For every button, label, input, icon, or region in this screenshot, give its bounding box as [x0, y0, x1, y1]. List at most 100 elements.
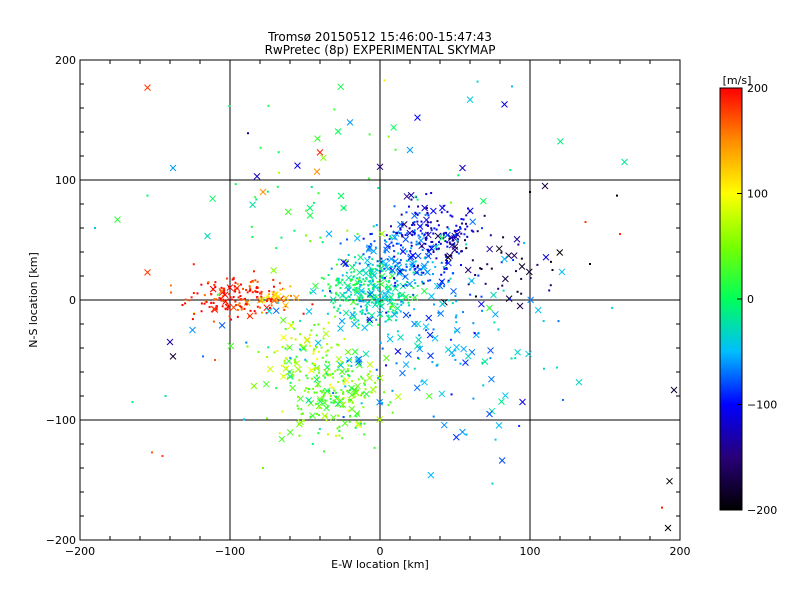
data-point [357, 327, 360, 330]
data-point [358, 285, 361, 288]
data-point [374, 381, 377, 384]
data-point [364, 379, 367, 382]
data-point-x [378, 230, 386, 238]
data-point [413, 265, 416, 268]
data-point [458, 226, 461, 229]
data-point [324, 360, 327, 363]
data-point [387, 314, 390, 317]
data-point [358, 360, 361, 363]
data-point [358, 279, 361, 282]
data-point [432, 328, 435, 331]
data-point-x [462, 359, 469, 366]
data-point [414, 282, 417, 285]
data-point [369, 279, 372, 282]
data-point [357, 297, 360, 300]
data-point [327, 274, 330, 277]
data-point [466, 225, 469, 228]
data-point [464, 228, 467, 231]
data-point-x [376, 163, 384, 171]
data-point-x [459, 428, 466, 436]
data-point [389, 306, 392, 309]
data-point [336, 427, 339, 430]
data-point-x [421, 378, 428, 386]
data-point-x [357, 254, 364, 261]
data-point [293, 327, 296, 330]
data-point [414, 260, 417, 263]
data-point-x [392, 285, 399, 292]
data-point [358, 300, 361, 303]
data-point [410, 198, 413, 201]
data-point [360, 300, 363, 303]
data-point [251, 291, 254, 294]
data-point [394, 281, 397, 284]
data-point-x [416, 223, 424, 230]
data-point-x [334, 128, 342, 135]
data-point [309, 240, 312, 243]
data-point [425, 223, 428, 226]
data-point [377, 186, 380, 189]
data-point-x [490, 291, 497, 299]
data-point [481, 227, 484, 230]
data-point-x [306, 204, 314, 212]
data-point-x [487, 347, 494, 354]
data-point [350, 293, 353, 296]
data-point [460, 264, 463, 267]
data-point-x [402, 311, 410, 319]
data-point [322, 277, 325, 280]
data-point [333, 108, 336, 111]
data-point [362, 300, 365, 303]
data-point [276, 185, 279, 188]
data-point [456, 240, 459, 243]
data-point-x [394, 393, 402, 401]
data-point-x [280, 334, 287, 341]
data-point [369, 370, 372, 373]
data-point [315, 412, 318, 415]
data-point [214, 359, 216, 361]
data-point [420, 273, 423, 276]
data-point [260, 292, 263, 295]
data-point [454, 349, 457, 352]
data-point [362, 237, 365, 240]
data-point [400, 298, 403, 301]
data-point [410, 233, 413, 236]
data-point [352, 270, 355, 273]
data-point [284, 328, 287, 331]
data-point [332, 387, 335, 390]
data-point [322, 394, 325, 397]
data-point [467, 283, 470, 286]
data-point [339, 311, 342, 314]
data-point [360, 270, 363, 273]
data-point-x [218, 321, 226, 329]
data-point [437, 311, 440, 314]
colorbar-tick-label: 200 [747, 82, 768, 95]
data-point [321, 356, 324, 359]
data-point [373, 283, 376, 286]
data-point [131, 401, 134, 403]
x-tick-label: −100 [215, 545, 245, 558]
data-point [266, 417, 269, 420]
data-point [312, 387, 315, 390]
data-point-x [342, 309, 350, 317]
data-point [285, 357, 288, 360]
data-point [322, 450, 325, 453]
data-point [401, 249, 404, 252]
data-point-x [370, 272, 378, 279]
data-point [476, 80, 479, 83]
data-point [262, 467, 264, 469]
data-point [370, 268, 373, 271]
data-point [320, 276, 323, 279]
data-point-x [322, 330, 330, 338]
data-point [410, 247, 413, 250]
data-point [424, 236, 427, 239]
data-point [236, 308, 239, 311]
data-point [434, 243, 437, 246]
data-point [299, 319, 302, 322]
data-point-x [342, 377, 350, 384]
data-point [401, 235, 404, 238]
data-point [369, 294, 372, 297]
data-point [555, 366, 558, 369]
data-point [306, 377, 309, 380]
data-point [449, 214, 452, 217]
data-point [422, 271, 425, 274]
data-point [236, 287, 239, 290]
